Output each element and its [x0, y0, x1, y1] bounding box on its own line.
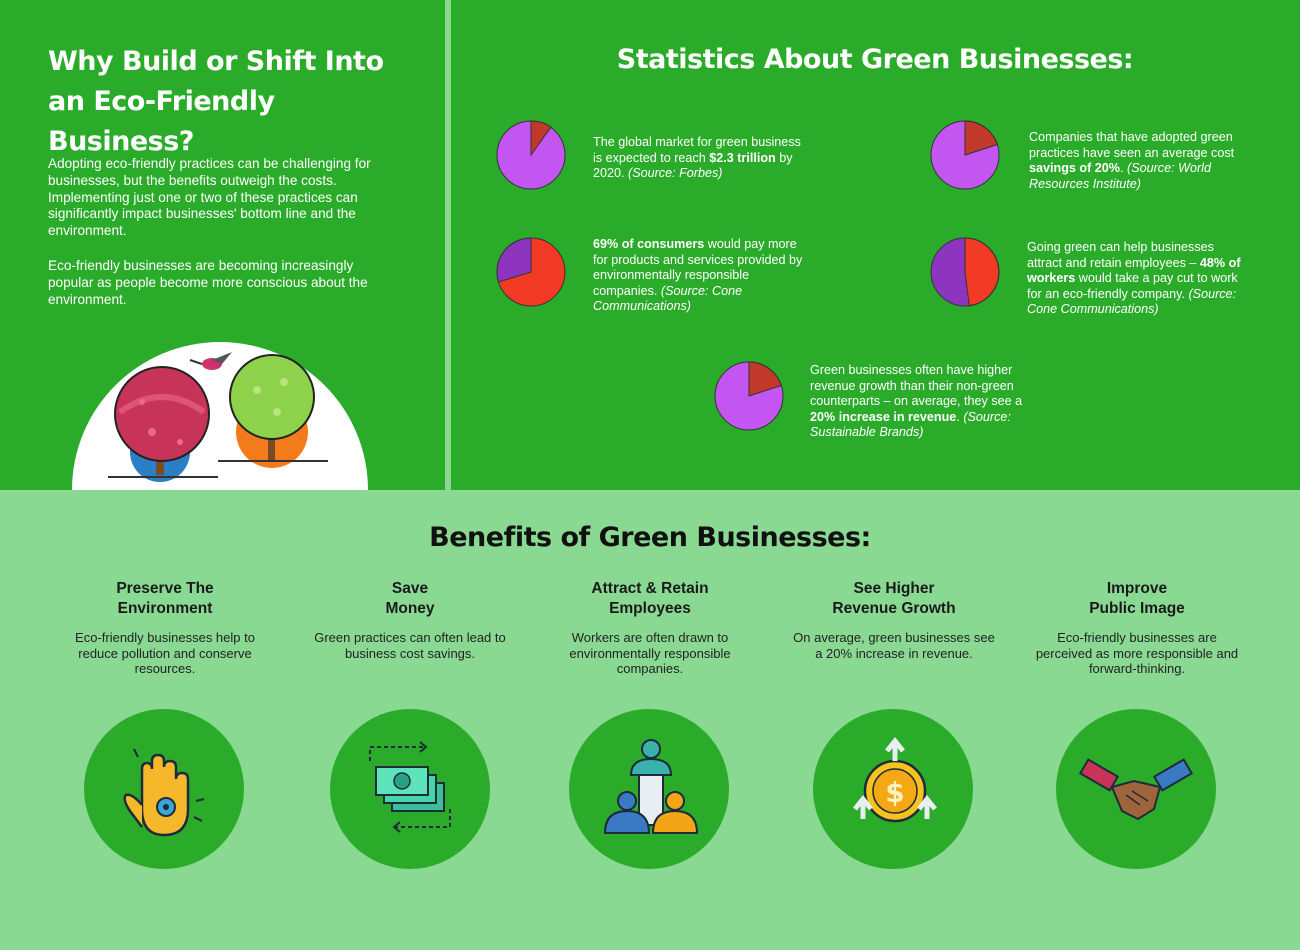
benefit-heading: Attract & Retain Employees — [591, 580, 709, 617]
benefit-save-money: Save Money Green practices can often lea… — [300, 579, 520, 661]
stat-pie-chart-3 — [496, 237, 566, 307]
stats-title: Statistics About Green Businesses: — [616, 44, 1134, 75]
employees-building-icon — [569, 709, 729, 869]
benefit-public-image: Improve Public Image Eco-friendly busine… — [1027, 579, 1247, 677]
stat-text-3: 69% of consumers would pay more for prod… — [593, 237, 803, 314]
left-paragraph-1: Adopting eco-friendly practices can be c… — [48, 156, 371, 239]
money-cycle-icon — [330, 709, 490, 869]
benefit-attract-retain: Attract & Retain Employees Workers are o… — [540, 579, 760, 677]
coin-growth-icon: $ — [813, 709, 973, 869]
left-title: Why Build or Shift Into an Eco-Friendly … — [48, 46, 384, 157]
stat-pie-chart-4 — [930, 237, 1000, 307]
svg-text:$: $ — [885, 776, 904, 809]
benefit-heading: Preserve The Environment — [116, 580, 214, 617]
left-paragraph-2: Eco-friendly businesses are becoming inc… — [48, 258, 368, 307]
benefit-heading: Improve Public Image — [1089, 580, 1185, 617]
benefit-description: Workers are often drawn to environmental… — [569, 630, 731, 677]
benefit-preserve-environment: Preserve The Environment Eco-friendly bu… — [55, 579, 275, 677]
benefit-description: Eco-friendly businesses are perceived as… — [1035, 630, 1239, 677]
stat-pie-chart-5 — [714, 361, 784, 431]
section-divider — [445, 0, 451, 490]
benefit-description: Eco-friendly businesses help to reduce p… — [75, 630, 255, 677]
stat-text-1: The global market for green business is … — [593, 135, 801, 181]
benefit-heading: See Higher Revenue Growth — [832, 580, 956, 617]
stat-pie-1-slice — [530, 120, 552, 157]
hand-nature-icon — [84, 709, 244, 869]
benefit-description: On average, green businesses see a 20% i… — [793, 630, 995, 661]
stat-text-5: Green businesses often have higher reven… — [810, 363, 1023, 440]
trees-hummingbird-illustration — [72, 342, 368, 490]
benefit-heading: Save Money — [385, 580, 435, 617]
stat-pie-chart-2 — [930, 120, 1000, 190]
benefit-revenue-growth: See Higher Revenue Growth On average, gr… — [784, 579, 1004, 661]
benefits-title: Benefits of Green Businesses: — [429, 522, 871, 553]
benefit-description: Green practices can often lead to busine… — [314, 630, 506, 661]
stat-text-2: Companies that have adopted green practi… — [1029, 130, 1235, 191]
stat-pie-chart-1 — [496, 120, 566, 190]
handshake-icon — [1056, 709, 1216, 869]
stat-text-4: Going green can help businesses attract … — [1027, 240, 1241, 317]
